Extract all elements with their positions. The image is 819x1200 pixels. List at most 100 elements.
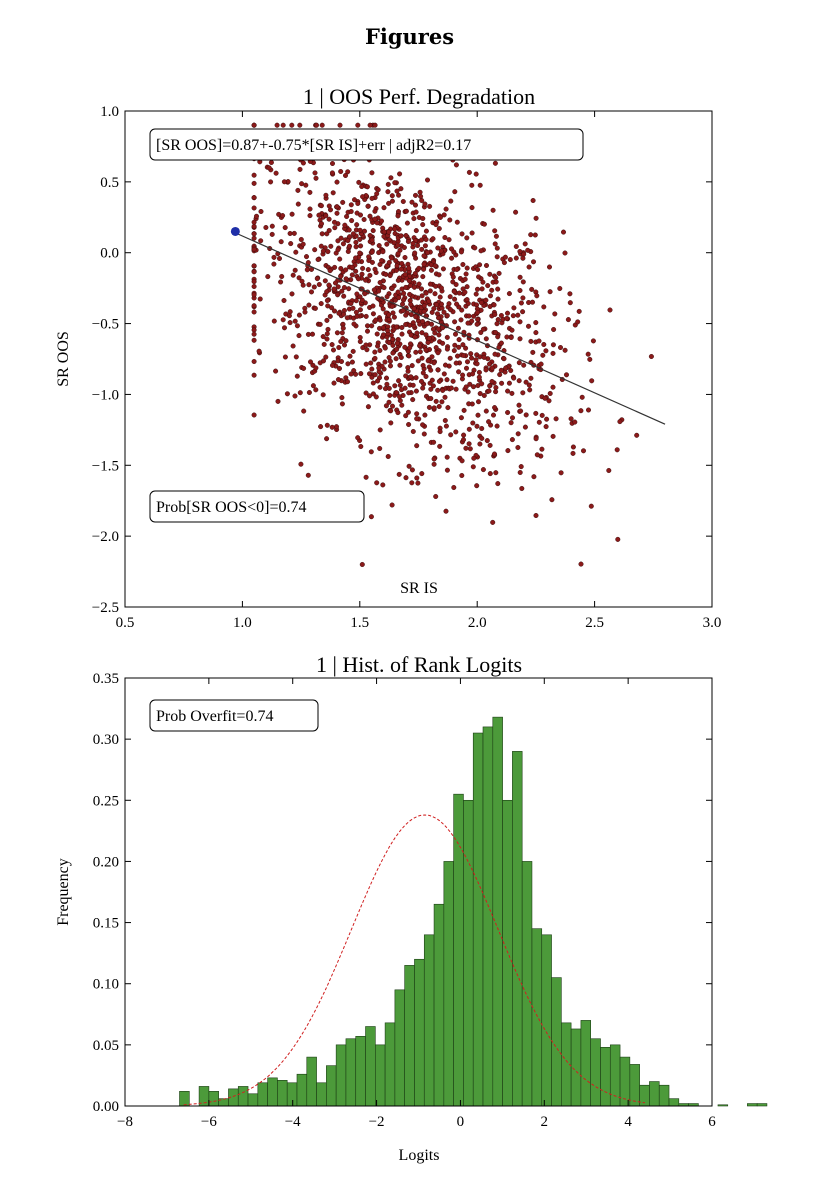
histogram-bar <box>472 732 484 1107</box>
scatter-point <box>363 474 369 480</box>
scatter-point <box>296 333 302 339</box>
scatter-point <box>312 247 318 253</box>
histogram-bar <box>756 1103 768 1107</box>
scatter-point <box>370 311 376 317</box>
scatter-point <box>320 392 326 398</box>
scatter-point <box>335 247 341 253</box>
scatter-point <box>392 297 398 303</box>
scatter-point <box>453 386 459 392</box>
scatter-point <box>461 407 467 413</box>
scatter-point <box>417 349 423 355</box>
scatter-point <box>280 317 286 323</box>
scatter-point <box>251 372 257 378</box>
scatter-point <box>343 276 349 282</box>
scatter-point <box>461 437 467 443</box>
scatter-point <box>490 519 496 525</box>
scatter-point <box>407 345 413 351</box>
scatter-point <box>372 216 378 222</box>
histogram-bar <box>590 1038 601 1107</box>
scatter-point <box>408 374 414 380</box>
scatter-point <box>302 309 308 315</box>
scatter-point <box>403 475 409 481</box>
scatter-point <box>450 279 456 285</box>
scatter-point <box>466 426 472 432</box>
scatter-point <box>463 384 469 390</box>
scatter-point <box>251 269 257 275</box>
scatter-point <box>395 251 401 257</box>
scatter-point <box>409 467 415 473</box>
scatter-point <box>507 257 513 263</box>
scatter-point <box>353 255 359 261</box>
scatter-point <box>413 228 419 234</box>
scatter-point <box>386 399 392 405</box>
scatter-point <box>273 170 279 176</box>
scatter-point <box>586 407 592 413</box>
scatter-point <box>508 335 514 341</box>
scatter-point <box>361 216 367 222</box>
scatter-point <box>528 232 534 238</box>
scatter-point <box>469 182 475 188</box>
scatter-point <box>517 319 523 325</box>
scatter-point <box>496 270 502 276</box>
scatter-point <box>499 380 505 386</box>
scatter-point <box>306 302 312 308</box>
histogram-bar <box>512 751 523 1107</box>
scatter-point <box>400 301 406 307</box>
scatter-point <box>526 323 532 329</box>
scatter-point <box>441 212 447 218</box>
scatter-point <box>505 310 511 316</box>
histogram-bar <box>629 1064 640 1107</box>
scatter-point <box>334 210 340 216</box>
scatter-point <box>293 354 299 360</box>
scatter-point <box>271 254 277 260</box>
scatter-point <box>479 426 485 432</box>
scatter-point <box>413 349 419 355</box>
scatter-point <box>287 320 293 326</box>
scatter-point <box>430 383 436 389</box>
scatter-point <box>357 236 363 242</box>
scatter-point <box>553 416 559 422</box>
scatter-point <box>567 300 573 306</box>
scatter-point <box>492 160 498 166</box>
scatter-point <box>467 381 473 387</box>
scatter-point <box>313 387 319 393</box>
scatter-point <box>345 169 351 175</box>
scatter-point <box>344 213 350 219</box>
scatter-point <box>349 218 355 224</box>
scatter-point <box>376 365 382 371</box>
scatter-point <box>394 263 400 269</box>
scatter-point <box>403 232 409 238</box>
scatter-point <box>386 229 392 235</box>
scatter-point <box>409 363 415 369</box>
scatter-point <box>323 213 329 219</box>
scatter-point <box>420 385 426 391</box>
histogram-bar <box>521 861 533 1107</box>
scatter-point <box>266 165 272 171</box>
scatter-point <box>423 374 429 380</box>
scatter-point <box>387 358 393 364</box>
scatter-point <box>435 387 441 393</box>
scatter-point <box>443 206 449 212</box>
scatter-point <box>492 228 498 234</box>
scatter-point <box>473 357 479 363</box>
scatter-point <box>451 348 457 354</box>
scatter-point <box>475 412 481 418</box>
histogram-bar <box>414 958 425 1107</box>
scatter-point <box>481 221 487 227</box>
scatter-point <box>413 192 419 198</box>
scatter-point <box>363 361 369 367</box>
scatter-point <box>386 312 392 318</box>
scatter-point <box>455 353 461 359</box>
scatter-point <box>320 248 326 254</box>
x-tick-label: −2 <box>369 1114 385 1130</box>
y-tick-label: −1.0 <box>92 387 119 403</box>
scatter-point <box>458 249 464 255</box>
scatter-point <box>319 122 325 128</box>
scatter-point <box>393 258 399 264</box>
scatter-point <box>364 184 370 190</box>
scatter-point <box>511 305 517 311</box>
scatter-point <box>389 198 395 204</box>
scatter-point <box>476 274 482 280</box>
scatter-point <box>530 349 536 355</box>
scatter-point <box>383 403 389 409</box>
